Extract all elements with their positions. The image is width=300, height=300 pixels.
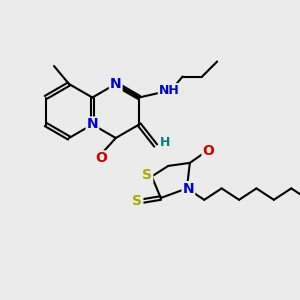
Text: NH: NH	[159, 84, 179, 97]
Text: S: S	[132, 194, 142, 208]
Text: N: N	[182, 182, 194, 196]
Text: N: N	[87, 118, 98, 131]
Text: O: O	[202, 144, 214, 158]
Text: N: N	[110, 77, 122, 91]
Text: S: S	[142, 168, 152, 182]
Text: H: H	[160, 136, 170, 149]
Text: O: O	[95, 152, 107, 165]
